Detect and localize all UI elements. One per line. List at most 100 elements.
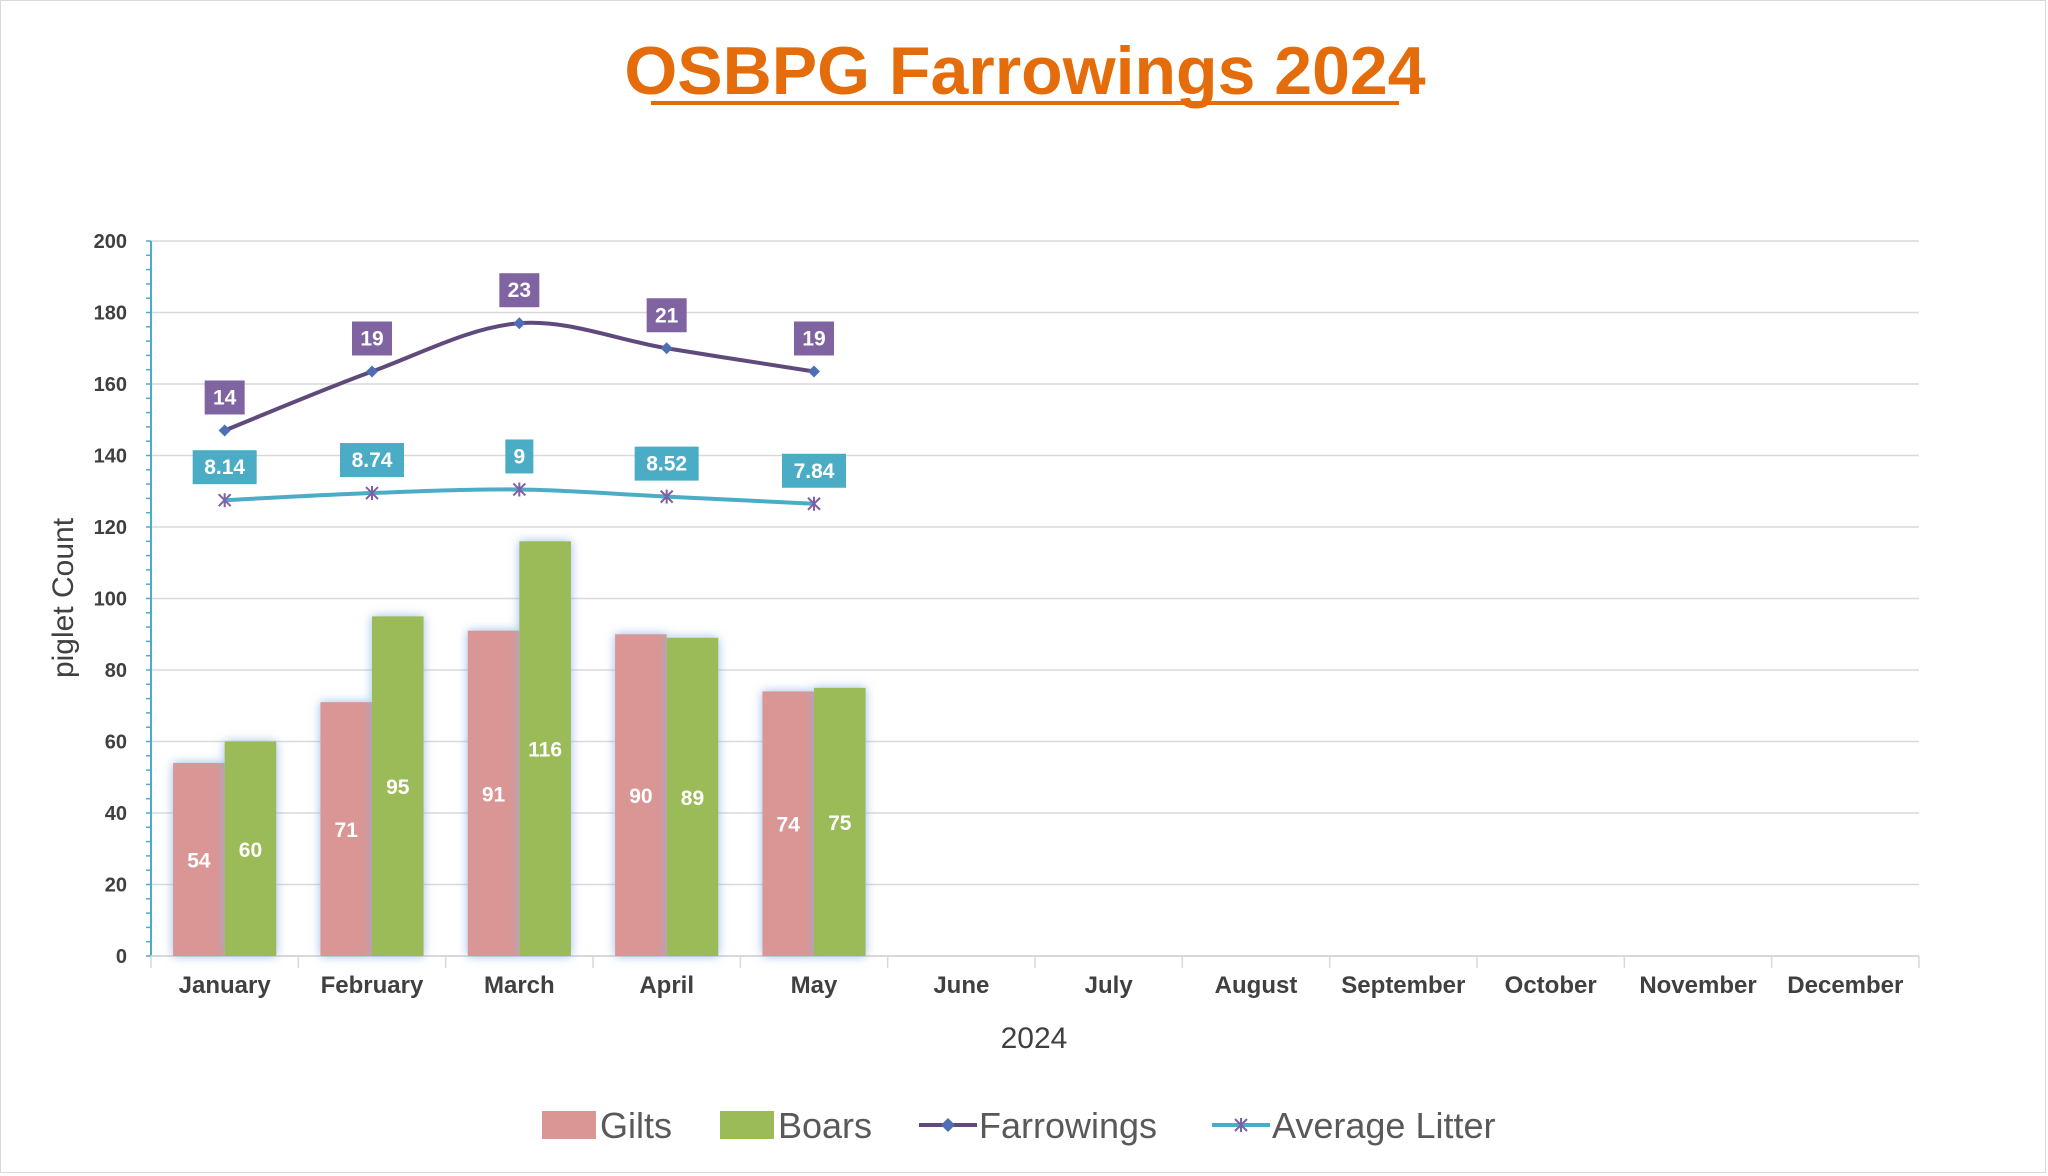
- marker-average-litter-may: [807, 496, 821, 511]
- x-tick-label-july: July: [1085, 972, 1134, 999]
- label-box-farrowings-february: [352, 321, 392, 356]
- y-axis-title: piglet Count: [47, 517, 80, 678]
- label-box-average-litter-may: [782, 453, 846, 488]
- x-tick-label-december: December: [1787, 972, 1903, 999]
- marker-stroke: [807, 496, 821, 511]
- x-tick-label-march: March: [484, 972, 555, 999]
- legend-label-farrowings: Farrowings: [979, 1105, 1157, 1146]
- label-box-farrowings-january: [204, 380, 245, 415]
- label-average-litter-april: 8.52: [646, 453, 687, 476]
- bar-label-boars-march: 116: [528, 739, 562, 762]
- bar-label-boars-january: 60: [239, 839, 262, 862]
- label-farrowings-march: 23: [508, 279, 531, 302]
- legend-marker-average-litter: [1234, 1118, 1248, 1132]
- y-tick-label-60: 60: [105, 732, 127, 754]
- bar-layer: [173, 541, 866, 956]
- label-box-average-litter-april: [634, 446, 699, 481]
- legend-item-farrowings: Farrowings: [919, 1105, 1157, 1146]
- bar-gilts-may: [762, 691, 814, 956]
- label-box-farrowings-may: [794, 321, 834, 356]
- marker-farrowings-march: [513, 317, 526, 330]
- label-farrowings-january: 14: [213, 386, 237, 409]
- marker-average-litter-april: [659, 489, 674, 504]
- x-tick-label-april: April: [639, 972, 694, 999]
- y-tick-label-20: 20: [105, 875, 127, 897]
- bar-boars-march: [519, 541, 571, 956]
- y-tick-label-80: 80: [105, 660, 127, 682]
- y-tick-label-120: 120: [94, 517, 127, 539]
- y-tick-label-200: 200: [94, 231, 127, 253]
- label-average-litter-may: 7.84: [794, 460, 835, 483]
- label-average-litter-march: 9: [513, 445, 525, 468]
- legend: Gilts Boars Farrowings Average Litter: [542, 1105, 1495, 1146]
- legend-label-boars: Boars: [778, 1105, 872, 1146]
- bar-label-boars-february: 95: [386, 776, 410, 799]
- x-tick-label-november: November: [1639, 972, 1756, 999]
- y-tick-label-160: 160: [94, 374, 127, 396]
- legend-label-average-litter: Average Litter: [1272, 1105, 1495, 1146]
- bar-boars-may: [814, 687, 866, 956]
- line-farrowings: [223, 320, 815, 433]
- bar-boars-february: [372, 616, 424, 956]
- label-box-farrowings-april: [646, 298, 687, 333]
- x-tick-label-january: January: [179, 972, 272, 999]
- label-layer: 54 71 91 90 74 60 95 116 89 75 14 19 23 21 19 8.14 8.74 9…: [187, 273, 852, 872]
- bar-label-boars-april: 89: [681, 787, 704, 810]
- line-layer: [217, 317, 821, 511]
- marker-stroke: [365, 486, 379, 501]
- marker-stroke: [659, 489, 674, 504]
- bar-gilts-january: [173, 762, 225, 956]
- y-tick-label-180: 180: [94, 303, 127, 325]
- legend-item-gilts: Gilts: [542, 1105, 672, 1146]
- marker-average-litter-january: [217, 493, 232, 508]
- marker-average-litter-february: [365, 486, 379, 501]
- x-tick-label-october: October: [1505, 972, 1597, 999]
- y-tick-label-140: 140: [94, 446, 127, 468]
- x-tick-label-august: August: [1215, 972, 1298, 999]
- legend-label-gilts: Gilts: [600, 1105, 672, 1146]
- x-tick-label-may: May: [791, 972, 838, 999]
- bar-label-gilts-april: 90: [629, 785, 652, 808]
- bar-label-gilts-march: 91: [482, 783, 506, 806]
- bar-boars-january: [224, 741, 277, 956]
- legend-item-boars: Boars: [720, 1105, 872, 1146]
- grid-layer: [151, 240, 1919, 886]
- x-axis-title: 2024: [1001, 1022, 1068, 1055]
- bar-gilts-april: [615, 634, 667, 956]
- legend-item-average-litter: Average Litter: [1212, 1105, 1495, 1146]
- label-box-average-litter-february: [340, 443, 404, 478]
- bar-gilts-february: [320, 702, 372, 956]
- y-tick-label-100: 100: [94, 589, 127, 611]
- y-tick-label-40: 40: [105, 803, 127, 825]
- legend-swatch-gilts: [542, 1111, 596, 1139]
- marker-farrowings-february: [366, 365, 378, 378]
- x-tick-label-february: February: [321, 972, 424, 999]
- y-tick-label-0: 0: [116, 946, 127, 968]
- label-farrowings-february: 19: [360, 327, 383, 350]
- bar-label-gilts-may: 74: [777, 814, 801, 837]
- x-tick-label-september: September: [1341, 972, 1465, 999]
- label-farrowings-may: 19: [802, 327, 825, 350]
- label-farrowings-april: 21: [655, 304, 679, 327]
- label-box-farrowings-march: [499, 273, 540, 308]
- legend-marker-farrowings: [941, 1118, 955, 1132]
- marker-average-litter-march: [512, 482, 527, 497]
- bar-label-gilts-february: 71: [335, 819, 359, 842]
- label-average-litter-february: 8.74: [352, 449, 393, 472]
- bar-label-boars-may: 75: [828, 812, 852, 835]
- x-tick-label-june: June: [933, 972, 989, 999]
- marker-farrowings-january: [218, 424, 231, 437]
- marker-farrowings-april: [660, 342, 673, 355]
- label-box-average-litter-january: [192, 450, 257, 485]
- bar-gilts-march: [467, 630, 520, 956]
- axis-layer: 0 20 40 60 80 100 120 140 160 180 200 January Februa…: [94, 231, 1920, 999]
- label-average-litter-january: 8.14: [204, 456, 245, 479]
- marker-farrowings-may: [808, 365, 820, 378]
- chart-title: OSBPG Farrowings 2024: [624, 33, 1425, 109]
- legend-swatch-boars: [720, 1111, 774, 1139]
- bar-label-gilts-january: 54: [187, 849, 211, 872]
- marker-stroke: [512, 482, 527, 497]
- bar-boars-april: [666, 637, 719, 956]
